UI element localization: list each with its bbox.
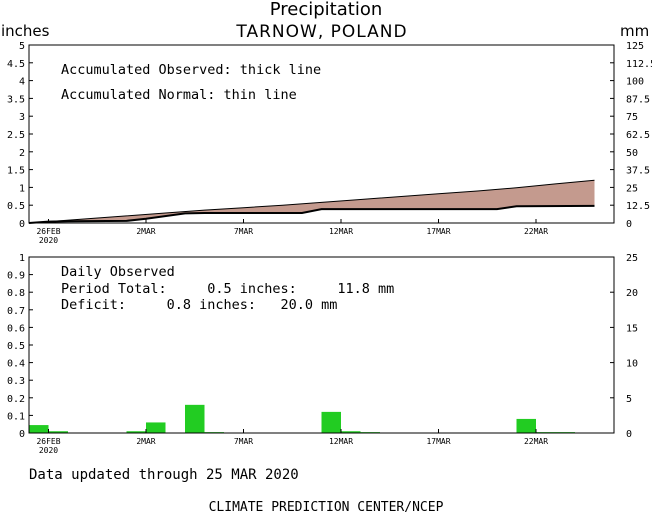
accum-right-tick-label: 112.5: [626, 59, 652, 70]
accum-x-tick-label: 7MAR: [234, 227, 253, 236]
accum-right-tick-label: 75: [626, 112, 638, 123]
accum-x-tick-label: 12MAR: [329, 227, 353, 236]
accum-right-tick-label: 62.5: [626, 130, 650, 141]
data-updated-label: Data updated through 25 MAR 2020: [29, 467, 299, 483]
left-unit-label: inches: [1, 22, 50, 40]
daily-x-tick-label: 2MAR: [136, 437, 155, 446]
accum-left-tick-label: 2.5: [7, 130, 25, 141]
daily-bar: [126, 431, 146, 433]
daily-bar: [146, 422, 166, 433]
accum-right-tick-label: 0: [626, 219, 632, 230]
daily-plot-frame: [28, 256, 615, 434]
accum-left-tick-label: 0.5: [7, 201, 25, 212]
daily-observed-title: Daily Observed: [61, 264, 175, 280]
accum-right-tick-label: 87.5: [626, 94, 650, 105]
accum-left-tick-label: 0: [19, 219, 25, 230]
accum-right-tick-label: 125: [626, 41, 644, 52]
daily-left-tick-label: 0.4: [7, 359, 25, 370]
daily-left-tick-label: 0.6: [7, 323, 25, 334]
daily-x-tick-label: 7MAR: [234, 437, 253, 446]
daily-x-tick-label: 22MAR: [524, 437, 548, 446]
accum-x-tick-year: 2020: [39, 236, 58, 245]
daily-x-tick-year: 2020: [39, 446, 58, 455]
daily-right-tick-label: 10: [626, 359, 638, 370]
daily-left-tick-label: 0.3: [7, 376, 25, 387]
daily-left-tick-label: 0.2: [7, 394, 25, 405]
observed-line: [28, 204, 595, 224]
accum-left-tick-label: 3.5: [7, 94, 25, 105]
deficit-area: [29, 180, 595, 223]
accum-left-tick-label: 1.5: [7, 166, 25, 177]
accum-left-tick-label: 4.5: [7, 59, 25, 70]
daily-right-tick-label: 20: [626, 288, 638, 299]
daily-left-tick-label: 0.5: [7, 341, 25, 352]
accum-left-tick-label: 3: [19, 112, 25, 123]
daily-bar: [516, 418, 536, 433]
daily-bar: [341, 431, 361, 433]
daily-right-tick-label: 25: [626, 253, 638, 264]
daily-right-tick-label: 0: [626, 429, 632, 440]
normal-line: [48, 179, 595, 223]
daily-x-tick-label: 12MAR: [329, 437, 353, 446]
daily-bar: [48, 431, 68, 433]
credit-label: CLIMATE PREDICTION CENTER/NCEP: [208, 500, 444, 515]
daily-right-tick-label: 5: [626, 394, 632, 405]
period-total-label: Period Total: 0.5 inches: 11.8 mm: [61, 281, 395, 297]
accum-right-tick-label: 25: [626, 183, 638, 194]
accum-x-tick-label: 26FEB: [36, 227, 60, 236]
daily-right-tick-label: 15: [626, 323, 638, 334]
daily-bar: [29, 425, 49, 433]
location-label: TARNOW, POLAND: [236, 22, 408, 42]
daily-left-tick-label: 1: [19, 253, 25, 264]
daily-left-tick-label: 0.7: [7, 306, 25, 317]
accum-x-tick-label: 2MAR: [136, 227, 155, 236]
annotation-normal: Accumulated Normal: thin line: [61, 87, 297, 103]
annotation-observed: Accumulated Observed: thick line: [61, 62, 322, 78]
deficit-label: Deficit: 0.8 inches: 20.0 mm: [61, 297, 338, 313]
daily-x-tick-label: 26FEB: [36, 437, 60, 446]
daily-bar: [321, 411, 341, 433]
right-unit-label: mm: [620, 22, 650, 40]
daily-left-tick-label: 0: [19, 429, 25, 440]
daily-x-tick-label: 17MAR: [426, 437, 450, 446]
accum-x-tick-label: 22MAR: [524, 227, 548, 236]
daily-left-tick-label: 0.9: [7, 271, 25, 282]
daily-bar: [185, 404, 205, 433]
accum-right-tick-label: 37.5: [626, 166, 650, 177]
chart-title: Precipitation: [269, 0, 383, 20]
accum-right-tick-label: 100: [626, 77, 644, 88]
accum-left-tick-label: 2: [19, 148, 25, 159]
accum-right-tick-label: 12.5: [626, 201, 650, 212]
accum-left-tick-label: 5: [19, 41, 25, 52]
daily-left-tick-label: 0.8: [7, 288, 25, 299]
accum-left-tick-label: 4: [19, 77, 25, 88]
accum-left-tick-label: 1: [19, 183, 25, 194]
accum-x-tick-label: 17MAR: [426, 227, 450, 236]
accum-right-tick-label: 50: [626, 148, 638, 159]
daily-left-tick-label: 0.1: [7, 411, 25, 422]
